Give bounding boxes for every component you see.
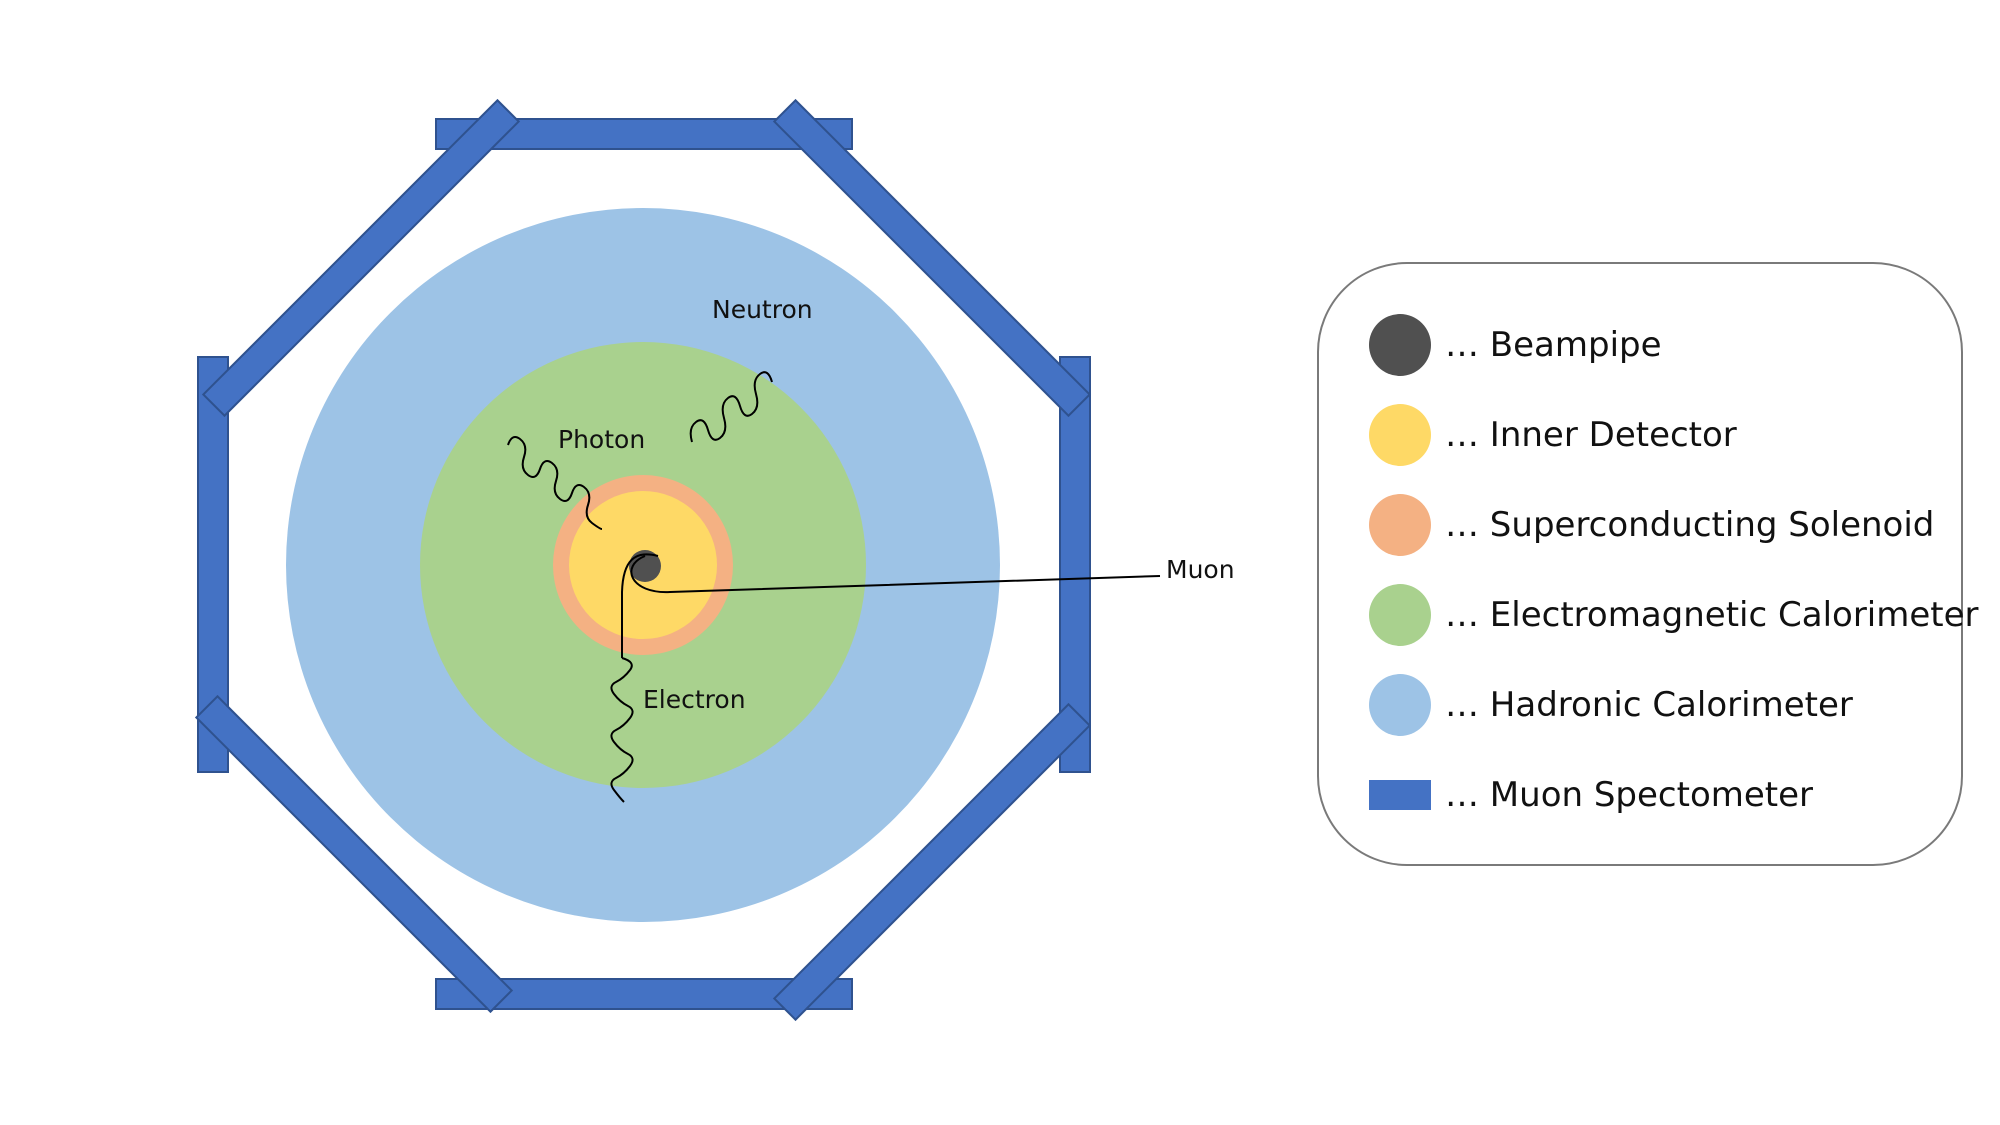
neutron-track xyxy=(689,371,773,443)
legend-label-hadronic-calorimeter: … Hadronic Calorimeter xyxy=(1445,685,1853,725)
legend-label-em-calorimeter: … Electromagnetic Calorimeter xyxy=(1445,595,1979,635)
neutron-label: Neutron xyxy=(712,295,813,324)
electron-shower xyxy=(610,657,634,803)
legend-item-em-calorimeter: … Electromagnetic Calorimeter xyxy=(1369,584,1979,646)
legend-item-solenoid: … Superconducting Solenoid xyxy=(1369,494,1934,556)
legend-label-beampipe: … Beampipe xyxy=(1445,325,1662,365)
muon-chamber-top-left xyxy=(201,98,521,418)
legend-label-inner-detector: … Inner Detector xyxy=(1445,415,1737,455)
photon-label: Photon xyxy=(558,425,645,454)
muon-chamber-right xyxy=(1059,356,1091,773)
legend-item-inner-detector: … Inner Detector xyxy=(1369,404,1737,466)
muon-spectrometer-swatch xyxy=(1369,780,1431,810)
muon-chamber-bottom-left xyxy=(194,694,514,1014)
photon-track xyxy=(507,436,603,530)
solenoid-swatch xyxy=(1369,494,1431,556)
beampipe xyxy=(629,550,661,582)
muon-label: Muon xyxy=(1166,555,1235,584)
muon-spectrometer xyxy=(194,98,1092,1022)
electron-track xyxy=(621,553,659,658)
beampipe-swatch xyxy=(1369,314,1431,376)
muon-chamber-top-right xyxy=(772,98,1092,418)
legend-label-solenoid: … Superconducting Solenoid xyxy=(1445,505,1935,545)
inner-detector-swatch xyxy=(1369,404,1431,466)
legend-item-beampipe: … Beampipe xyxy=(1369,314,1662,376)
legend-item-hadronic-calorimeter: … Hadronic Calorimeter xyxy=(1369,674,1853,736)
muon-chamber-bottom-right xyxy=(772,702,1092,1022)
legend-label-muon-spectrometer: … Muon Spectometer xyxy=(1445,775,1814,815)
em-calorimeter-swatch xyxy=(1369,584,1431,646)
hadronic-calorimeter-swatch xyxy=(1369,674,1431,736)
muon-track xyxy=(630,555,1161,594)
electron-label: Electron xyxy=(643,685,746,714)
legend-item-muon-spectrometer: … Muon Spectometer xyxy=(1369,764,1813,826)
legend: … Beampipe … Inner Detector … Supercondu… xyxy=(1317,262,1979,866)
